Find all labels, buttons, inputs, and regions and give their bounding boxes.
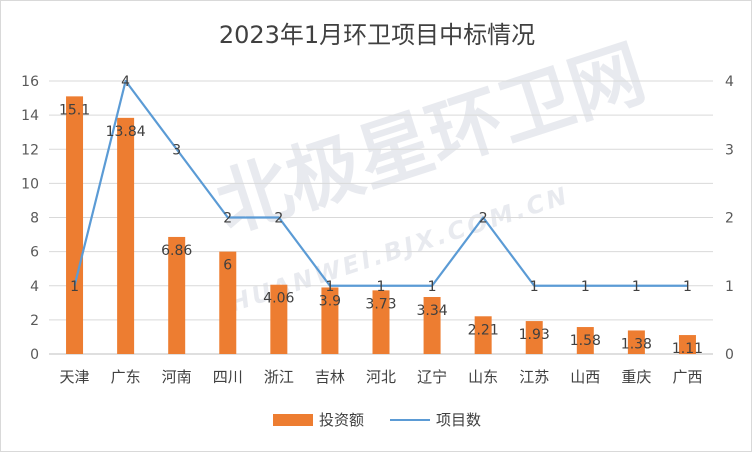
line-data-label: 1 (377, 279, 386, 295)
x-tick-label: 浙江 (264, 368, 294, 386)
line-data-label: 1 (325, 279, 334, 295)
bar-data-label: 1.11 (672, 341, 703, 357)
x-tick-label: 山东 (468, 368, 498, 386)
line-data-label: 1 (70, 279, 79, 295)
x-tick-label: 广西 (672, 368, 702, 386)
line-data-label: 1 (581, 279, 590, 295)
y2-tick-label: 2 (725, 211, 734, 227)
bar-data-label: 15.1 (59, 102, 90, 118)
bar (219, 251, 237, 354)
bar (525, 321, 543, 354)
bar-data-label: 3.73 (365, 296, 396, 312)
x-tick-label: 四川 (213, 368, 243, 386)
bar-data-label: 13.84 (106, 124, 146, 140)
bar (372, 290, 390, 354)
legend-swatch-bar (272, 413, 313, 426)
legend-swatch-line (390, 418, 430, 421)
legend-label-investment: 投资额 (318, 411, 364, 429)
chart-title: 2023年1月环卫项目中标情况 (218, 21, 536, 49)
legend-item-projects: 项目数 (390, 409, 481, 430)
y2-tick-label: 1 (725, 279, 734, 295)
bar-data-label: 4.06 (263, 291, 294, 307)
bar (66, 96, 84, 354)
line-data-label: 4 (121, 74, 130, 90)
x-tick-label: 广东 (111, 368, 141, 386)
bar (168, 236, 186, 354)
bar-data-label: 6.86 (161, 243, 192, 259)
y-tick-label: 8 (30, 211, 39, 227)
line-data-label: 1 (683, 279, 692, 295)
y-tick-label: 4 (30, 279, 39, 295)
x-tick-label: 天津 (60, 368, 90, 386)
y-tick-label: 12 (21, 142, 39, 158)
x-tick-label: 江苏 (519, 368, 549, 386)
bar-data-label: 6 (223, 258, 232, 274)
bar (321, 287, 339, 354)
bar (423, 297, 441, 354)
line-data-label: 1 (632, 279, 641, 295)
y-tick-label: 6 (30, 245, 39, 261)
bar-data-label: 2.21 (468, 322, 499, 338)
line-data-label: 2 (223, 211, 232, 227)
y-tick-label: 10 (21, 176, 39, 192)
line-data-label: 1 (530, 279, 539, 295)
bar-data-label: 1.58 (570, 333, 601, 349)
y-tick-label: 16 (21, 74, 39, 90)
bar (627, 330, 645, 354)
bar-data-label: 1.93 (519, 327, 550, 343)
y2-tick-label: 0 (725, 347, 734, 363)
x-tick-label: 河南 (162, 368, 192, 386)
y2-tick-label: 4 (725, 74, 734, 90)
x-tick-label: 吉林 (315, 368, 345, 386)
bar-data-label: 3.34 (416, 303, 447, 319)
bar (117, 117, 135, 354)
line-data-label: 2 (479, 211, 488, 227)
x-tick-label: 河北 (366, 368, 396, 386)
line-data-label: 2 (274, 211, 283, 227)
legend-label-projects: 项目数 (436, 411, 482, 429)
bar-data-label: 3.9 (319, 293, 341, 309)
y-tick-label: 0 (30, 347, 39, 363)
y2-tick-label: 3 (725, 142, 734, 158)
y-tick-label: 2 (30, 313, 39, 329)
bar (270, 284, 288, 354)
series-line (73, 79, 688, 287)
line-data-label: 3 (172, 142, 181, 158)
chart-legend: 投资额 项目数 (1, 409, 752, 430)
x-tick-label: 山西 (570, 368, 600, 386)
bar (678, 335, 696, 354)
bar (576, 327, 594, 354)
bar-data-label: 1.38 (621, 336, 652, 352)
x-tick-label: 重庆 (621, 368, 651, 386)
y-tick-label: 14 (21, 108, 39, 124)
legend-item-investment: 投资额 (272, 409, 364, 430)
line-data-label: 1 (428, 279, 437, 295)
bar (474, 316, 492, 354)
x-tick-label: 辽宁 (417, 368, 447, 386)
